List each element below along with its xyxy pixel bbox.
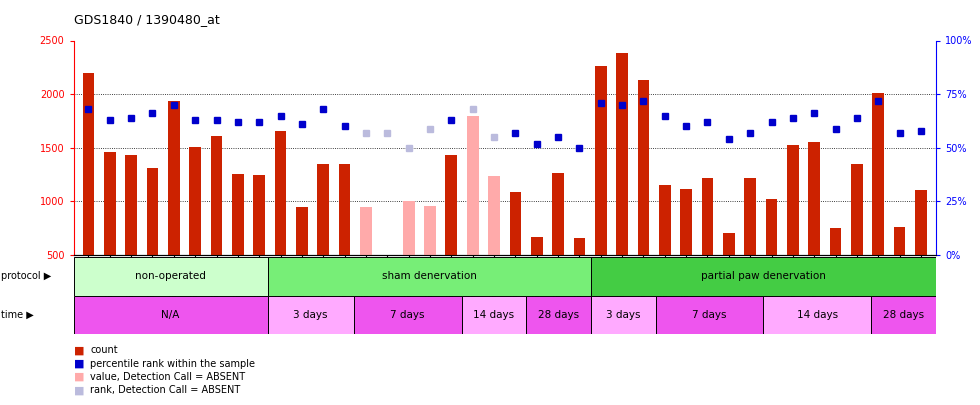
Bar — [274, 131, 286, 255]
Bar — [74, 296, 268, 334]
Text: rank, Detection Call = ABSENT: rank, Detection Call = ABSENT — [90, 386, 240, 395]
Text: 28 days: 28 days — [883, 310, 924, 320]
Text: non-operated: non-operated — [135, 271, 206, 281]
Bar — [360, 207, 371, 255]
Text: sham denervation: sham denervation — [382, 271, 476, 281]
Bar — [268, 296, 354, 334]
Bar — [745, 178, 756, 255]
Bar — [296, 207, 308, 255]
Text: value, Detection Call = ABSENT: value, Detection Call = ABSENT — [90, 372, 245, 382]
Bar — [74, 257, 268, 296]
Bar — [211, 136, 222, 255]
Bar — [808, 143, 820, 255]
Bar — [765, 199, 777, 255]
Text: 3 days: 3 days — [606, 310, 641, 320]
Bar — [104, 152, 116, 255]
Bar — [894, 227, 906, 255]
Text: ■: ■ — [74, 386, 84, 395]
Bar — [851, 164, 862, 255]
Bar — [680, 189, 692, 255]
Bar — [147, 168, 159, 255]
Bar — [871, 296, 936, 334]
Bar — [424, 206, 436, 255]
Bar — [552, 173, 563, 255]
Text: 7 days: 7 days — [390, 310, 425, 320]
Text: ■: ■ — [74, 372, 84, 382]
Bar — [656, 296, 763, 334]
Text: ■: ■ — [74, 345, 84, 355]
Bar — [339, 164, 351, 255]
Text: 3 days: 3 days — [293, 310, 328, 320]
Text: time ▶: time ▶ — [1, 310, 33, 320]
Bar — [573, 238, 585, 255]
Text: 7 days: 7 days — [692, 310, 727, 320]
Bar — [354, 296, 462, 334]
Bar — [915, 190, 927, 255]
Bar — [702, 178, 713, 255]
Bar — [466, 116, 478, 255]
Text: 14 days: 14 days — [797, 310, 838, 320]
Text: 28 days: 28 days — [538, 310, 579, 320]
Text: ■: ■ — [74, 359, 84, 369]
Bar — [830, 228, 842, 255]
Bar — [82, 73, 94, 255]
Bar — [168, 100, 179, 255]
Text: count: count — [90, 345, 118, 355]
Bar — [659, 185, 670, 255]
Bar — [318, 164, 329, 255]
Bar — [526, 296, 591, 334]
Bar — [763, 296, 871, 334]
Bar — [232, 174, 244, 255]
Bar — [591, 257, 936, 296]
Bar — [403, 202, 415, 255]
Bar — [872, 93, 884, 255]
Bar — [595, 66, 607, 255]
Text: N/A: N/A — [162, 310, 179, 320]
Text: partial paw denervation: partial paw denervation — [701, 271, 826, 281]
Bar — [787, 145, 799, 255]
Text: percentile rank within the sample: percentile rank within the sample — [90, 359, 255, 369]
Bar — [616, 53, 628, 255]
Bar — [446, 156, 458, 255]
Bar — [462, 296, 526, 334]
Text: GDS1840 / 1390480_at: GDS1840 / 1390480_at — [74, 13, 220, 26]
Bar — [591, 296, 656, 334]
Bar — [189, 147, 201, 255]
Bar — [125, 156, 137, 255]
Text: 14 days: 14 days — [473, 310, 514, 320]
Bar — [268, 257, 591, 296]
Bar — [723, 232, 735, 255]
Bar — [510, 192, 521, 255]
Bar — [254, 175, 265, 255]
Bar — [531, 237, 543, 255]
Text: protocol ▶: protocol ▶ — [1, 271, 51, 281]
Bar — [638, 80, 650, 255]
Bar — [488, 176, 500, 255]
